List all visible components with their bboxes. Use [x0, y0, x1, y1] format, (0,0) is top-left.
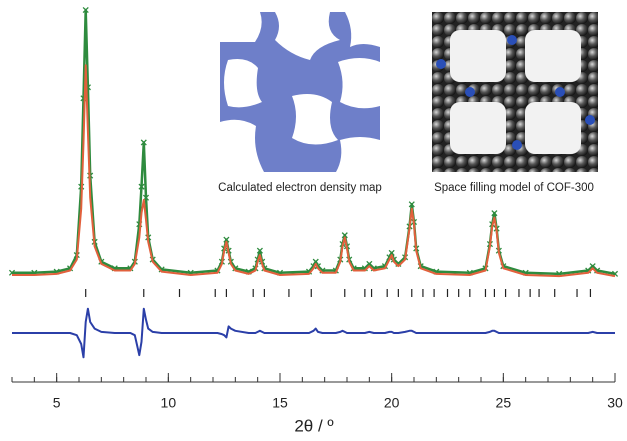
space-filling-model-image [432, 12, 598, 172]
page: Calculated electron density map Space fi… [0, 0, 627, 441]
chart: Calculated electron density map Space fi… [0, 0, 627, 441]
x-tick-label: 25 [496, 395, 512, 411]
x-axis-label: 2θ / º [294, 416, 333, 435]
x-tick-label: 30 [607, 395, 623, 411]
series-line [12, 309, 615, 358]
x-tick-label: 10 [161, 395, 177, 411]
x-tick-label: 15 [272, 395, 288, 411]
inset-caption: Calculated electron density map [218, 182, 382, 194]
density-map-image [220, 12, 380, 172]
x-tick-label: 5 [53, 395, 61, 411]
x-tick-label: 20 [384, 395, 400, 411]
inset-caption: Space filling model of COF-300 [434, 182, 594, 194]
